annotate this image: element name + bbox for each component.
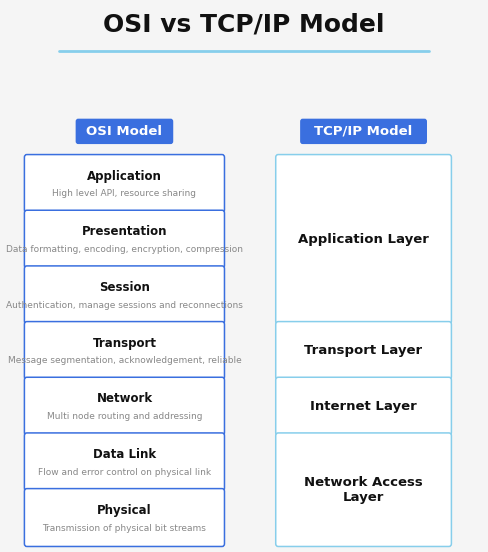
Text: Physical: Physical: [97, 504, 152, 517]
FancyBboxPatch shape: [276, 377, 451, 435]
Text: Data Link: Data Link: [93, 448, 156, 461]
Text: Application: Application: [87, 169, 162, 183]
FancyBboxPatch shape: [24, 377, 224, 435]
Text: Transport: Transport: [92, 337, 157, 349]
FancyBboxPatch shape: [24, 433, 224, 491]
Text: Authentication, manage sessions and reconnections: Authentication, manage sessions and reco…: [6, 301, 243, 310]
FancyBboxPatch shape: [24, 489, 224, 546]
Text: Message segmentation, acknowledgement, reliable: Message segmentation, acknowledgement, r…: [8, 357, 241, 365]
Text: Transport Layer: Transport Layer: [305, 344, 423, 357]
FancyBboxPatch shape: [300, 119, 427, 144]
Text: Presentation: Presentation: [81, 225, 167, 238]
Text: Session: Session: [99, 281, 150, 294]
Text: Internet Layer: Internet Layer: [310, 400, 417, 413]
Text: Transmission of physical bit streams: Transmission of physical bit streams: [42, 523, 206, 533]
FancyBboxPatch shape: [76, 119, 173, 144]
Text: TCP/IP Model: TCP/IP Model: [314, 125, 413, 138]
Text: Flow and error control on physical link: Flow and error control on physical link: [38, 468, 211, 477]
Text: Data formatting, encoding, encryption, compression: Data formatting, encoding, encryption, c…: [6, 245, 243, 254]
Text: OSI Model: OSI Model: [86, 125, 163, 138]
Text: High level API, resource sharing: High level API, resource sharing: [52, 189, 197, 199]
Text: Multi node routing and addressing: Multi node routing and addressing: [47, 412, 202, 421]
FancyBboxPatch shape: [24, 322, 224, 379]
FancyBboxPatch shape: [24, 155, 224, 213]
FancyBboxPatch shape: [24, 266, 224, 324]
Text: OSI vs TCP/IP Model: OSI vs TCP/IP Model: [103, 13, 385, 37]
FancyBboxPatch shape: [24, 210, 224, 268]
FancyBboxPatch shape: [276, 155, 451, 324]
FancyBboxPatch shape: [276, 322, 451, 379]
FancyBboxPatch shape: [276, 433, 451, 546]
Text: Network Access
Layer: Network Access Layer: [304, 476, 423, 504]
Text: Application Layer: Application Layer: [298, 233, 429, 246]
Text: Network: Network: [96, 392, 153, 405]
